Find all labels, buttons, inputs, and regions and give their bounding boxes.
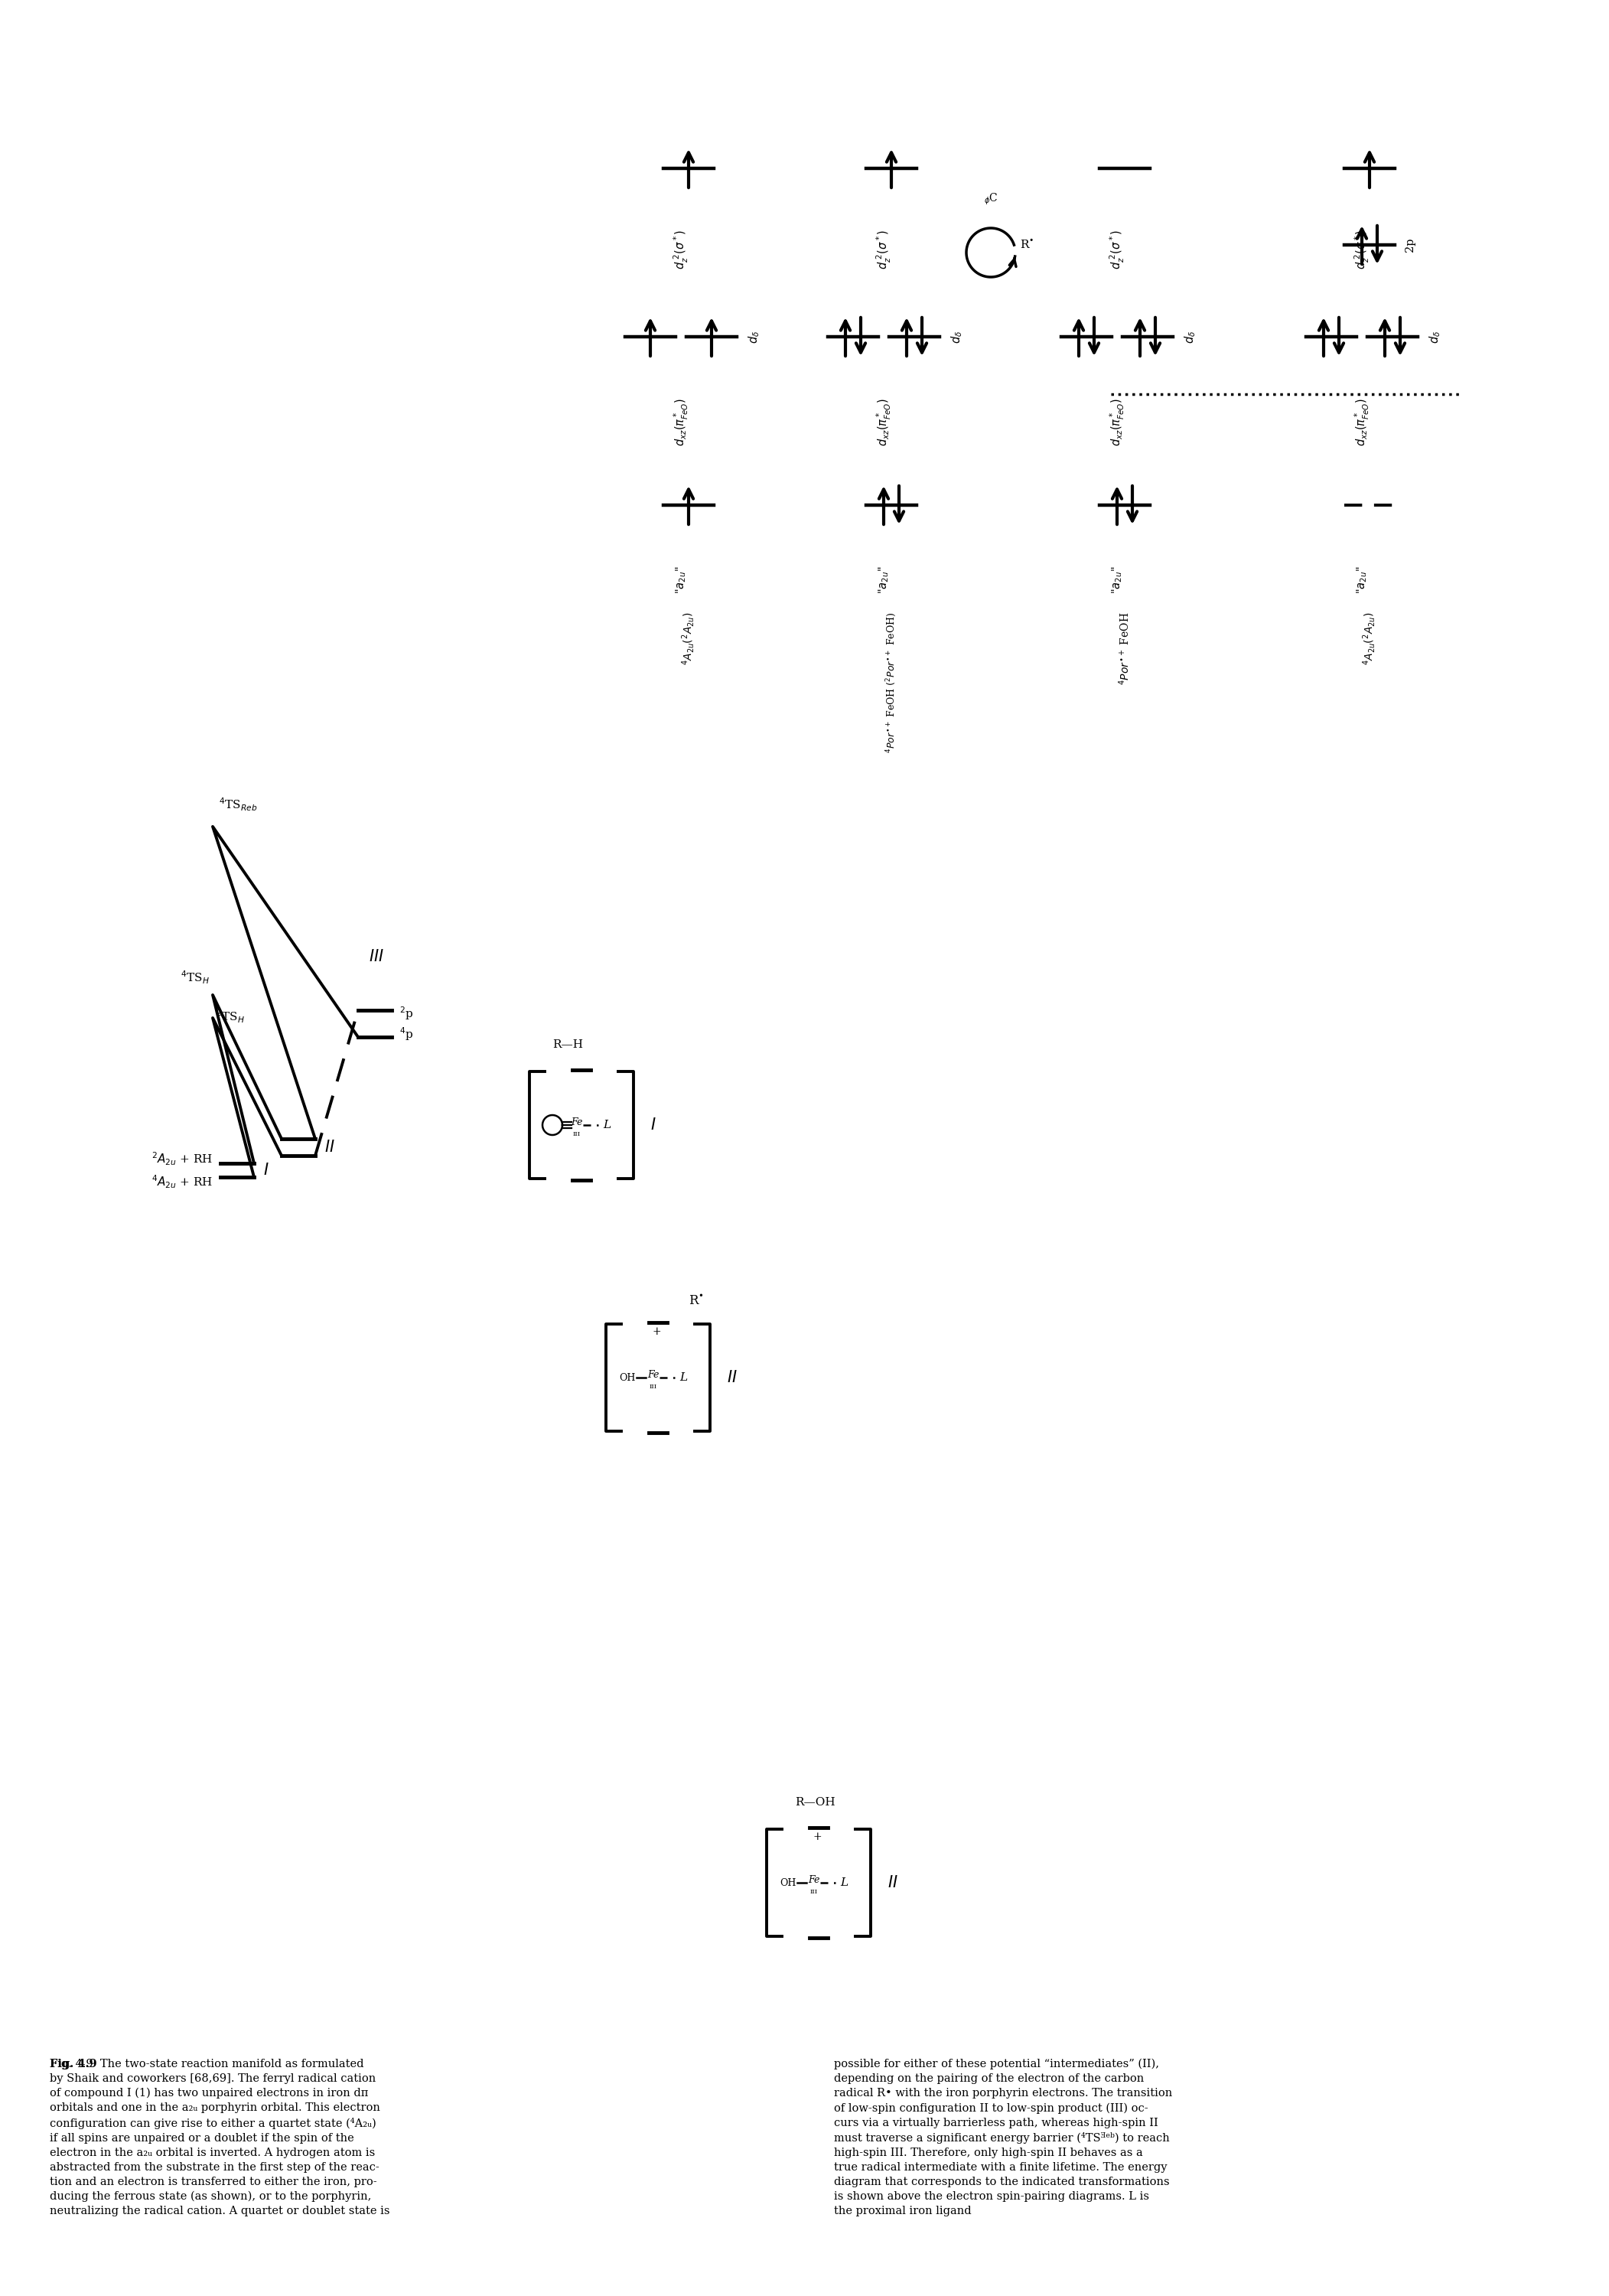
- Text: $^4$p: $^4$p: [399, 1026, 414, 1042]
- Text: "$a_{2u}$": "$a_{2u}$": [1110, 567, 1123, 595]
- Text: L: L: [679, 1373, 687, 1382]
- Text: $d_{xz}(\pi^*_{FeO})$: $d_{xz}(\pi^*_{FeO})$: [875, 397, 893, 445]
- Text: $^4Por^{\bullet+}$ FeOH $(^2Por^{\bullet+}$ FeOH): $^4Por^{\bullet+}$ FeOH $(^2Por^{\bullet…: [885, 613, 898, 753]
- Text: possible for either of these potential “intermediates” (II),
depending on the pa: possible for either of these potential “…: [833, 2060, 1173, 2216]
- Text: III: III: [573, 1132, 581, 1137]
- Text: $d_\delta$: $d_\delta$: [1183, 331, 1197, 344]
- Text: $^4$TS$_H$: $^4$TS$_H$: [180, 969, 209, 985]
- Text: "$a_{2u}$": "$a_{2u}$": [877, 567, 890, 595]
- Text: Fe: Fe: [571, 1118, 582, 1127]
- Text: $I$: $I$: [264, 1162, 269, 1178]
- Text: OH: OH: [780, 1878, 796, 1887]
- Text: $d_z^{\ 2}(\sigma^*)$: $d_z^{\ 2}(\sigma^*)$: [1109, 230, 1126, 269]
- Text: $d_z^{\ 2}(\sigma^*)$: $d_z^{\ 2}(\sigma^*)$: [875, 230, 893, 269]
- Text: R$^•$: R$^•$: [689, 1295, 703, 1309]
- Text: Fe: Fe: [647, 1368, 660, 1380]
- Text: $^2$TS$_H$: $^2$TS$_H$: [216, 1008, 245, 1024]
- Text: "$a_{2u}$": "$a_{2u}$": [674, 567, 687, 595]
- Text: $d_{xz}(\pi^*_{FeO})$: $d_{xz}(\pi^*_{FeO})$: [1109, 397, 1126, 445]
- Text: +: +: [652, 1327, 661, 1336]
- Text: $II$: $II$: [888, 1876, 898, 1890]
- Text: $d_z^{\ 2}(\sigma^*)$: $d_z^{\ 2}(\sigma^*)$: [1353, 230, 1371, 269]
- Text: Fe: Fe: [808, 1874, 821, 1885]
- Text: $d_\delta$: $d_\delta$: [747, 331, 761, 344]
- Text: $^2$p: $^2$p: [399, 1006, 414, 1022]
- Text: R—H: R—H: [552, 1040, 582, 1049]
- Text: $^4A_{2u}(^2A_{2u})$: $^4A_{2u}(^2A_{2u})$: [1361, 613, 1377, 666]
- Text: $^4A_{2u}$ + RH: $^4A_{2u}$ + RH: [151, 1173, 212, 1189]
- Text: L: L: [840, 1878, 848, 1887]
- Text: +: +: [813, 1832, 822, 1841]
- Text: R—OH: R—OH: [795, 1798, 835, 1807]
- Text: $^2A_{2u}$ + RH: $^2A_{2u}$ + RH: [151, 1150, 212, 1166]
- Text: $d_\delta$: $d_\delta$: [949, 331, 964, 344]
- Text: $d_z^{\ 2}(\sigma^*)$: $d_z^{\ 2}(\sigma^*)$: [673, 230, 690, 269]
- Text: $III$: $III$: [368, 948, 385, 964]
- Text: $I$: $I$: [650, 1118, 656, 1132]
- Text: $d_{xz}(\pi^*_{FeO})$: $d_{xz}(\pi^*_{FeO})$: [1353, 397, 1371, 445]
- Text: $II$: $II$: [325, 1139, 335, 1155]
- Text: III: III: [650, 1384, 656, 1389]
- Text: OH: OH: [619, 1373, 636, 1382]
- Text: $^4A_{2u}(^2A_{2u})$: $^4A_{2u}(^2A_{2u})$: [681, 613, 697, 666]
- Text: 2p: 2p: [1405, 239, 1416, 253]
- Text: III: III: [811, 1890, 817, 1894]
- Text: $II$: $II$: [727, 1371, 737, 1384]
- Text: $_\phi$C: $_\phi$C: [983, 193, 998, 207]
- Text: Fig. 4.9  The two-state reaction manifold as formulated
by Shaik and coworkers [: Fig. 4.9 The two-state reaction manifold…: [50, 2060, 389, 2216]
- Text: R$^•$: R$^•$: [1020, 239, 1035, 253]
- Text: $^4Por^{\bullet+}$ FeOH: $^4Por^{\bullet+}$ FeOH: [1118, 613, 1131, 684]
- Text: $d_{xz}(\pi^*_{FeO})$: $d_{xz}(\pi^*_{FeO})$: [673, 397, 690, 445]
- Text: Fig. 4.9: Fig. 4.9: [50, 2060, 97, 2069]
- Text: $^4$TS$_{Reb}$: $^4$TS$_{Reb}$: [219, 797, 257, 813]
- Text: L: L: [603, 1120, 611, 1130]
- Text: "$a_{2u}$": "$a_{2u}$": [1355, 567, 1369, 595]
- Text: $d_\delta$: $d_\delta$: [1427, 331, 1442, 344]
